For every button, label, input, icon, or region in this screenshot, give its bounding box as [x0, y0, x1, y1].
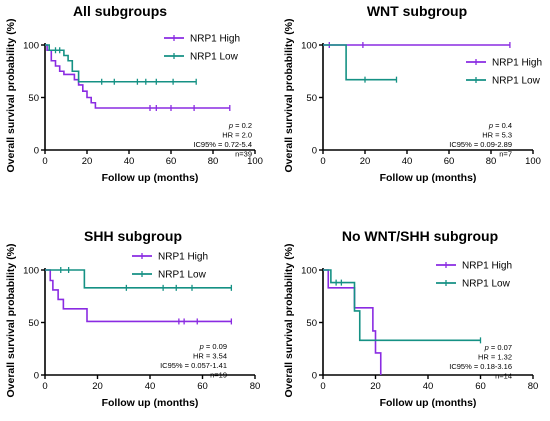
- series-line-nrp1-high: [323, 269, 382, 375]
- y-tick-label: 0: [34, 371, 39, 382]
- y-tick-label: 100: [301, 41, 317, 52]
- x-tick-label: 20: [370, 381, 381, 392]
- stats-line: p = 0.4: [488, 121, 512, 130]
- x-tick-label: 80: [486, 156, 497, 167]
- x-tick-label: 20: [92, 381, 103, 392]
- legend-label: NRP1 Low: [158, 270, 207, 281]
- series-line-nrp1-low: [45, 269, 232, 289]
- y-axis-label: Overall survival probability (%): [5, 243, 17, 397]
- stats-line: n=19: [210, 371, 227, 380]
- legend-label: NRP1 Low: [462, 279, 511, 290]
- x-axis-label: Follow up (months): [380, 172, 477, 184]
- y-tick-label: 50: [28, 318, 39, 329]
- legend-label: NRP1 High: [190, 34, 240, 45]
- x-tick-label: 0: [320, 381, 325, 392]
- x-tick-label: 40: [124, 156, 135, 167]
- y-tick-label: 50: [306, 93, 317, 104]
- x-tick-label: 60: [444, 156, 455, 167]
- chart-panel-2: WNT subgroup 0 50 100 0 20 40 60 80 100 Follow up …: [283, 3, 542, 184]
- chart-panel-3: SHH subgroup 0 50 100 0 20 40 60 80 Follow up (mo…: [5, 228, 260, 409]
- y-axis-label: Overall survival probability (%): [283, 243, 295, 397]
- stats-line: HR = 3.54: [193, 352, 227, 361]
- x-tick-label: 0: [42, 156, 47, 167]
- x-tick-label: 20: [82, 156, 93, 167]
- stats-line: IC95% = 0.72-5.4: [193, 140, 252, 149]
- chart-title: WNT subgroup: [367, 3, 467, 19]
- series-line-nrp1-low: [323, 269, 481, 342]
- series-line-nrp1-low: [45, 44, 197, 83]
- y-tick-label: 50: [28, 93, 39, 104]
- x-axis-label: Follow up (months): [102, 172, 199, 184]
- legend-label: NRP1 High: [492, 58, 542, 69]
- stats-line: IC95% = 0.057-1.41: [160, 361, 227, 370]
- x-tick-label: 80: [250, 381, 261, 392]
- chart-title: No WNT/SHH subgroup: [342, 228, 498, 244]
- x-tick-label: 100: [247, 156, 263, 167]
- x-tick-label: 60: [475, 381, 486, 392]
- x-tick-label: 40: [402, 156, 413, 167]
- chart-title: All subgroups: [73, 3, 167, 19]
- stats-line: n=39: [235, 150, 252, 159]
- stats-line: HR = 2.0: [222, 131, 252, 140]
- stats-line: n=7: [499, 150, 512, 159]
- chart-panel-1: All subgroups 0 50 100 0 20 40 60 80 100 Follow up…: [5, 3, 263, 184]
- y-tick-label: 0: [312, 146, 317, 157]
- x-axis-label: Follow up (months): [102, 397, 199, 409]
- legend-label: NRP1 Low: [492, 76, 541, 87]
- x-tick-label: 80: [528, 381, 539, 392]
- series-line-nrp1-high: [45, 44, 230, 109]
- x-tick-label: 60: [166, 156, 177, 167]
- y-axis-label: Overall survival probability (%): [283, 18, 295, 172]
- stats-line: IC95% = 0.09-2.89: [449, 140, 512, 149]
- y-tick-label: 100: [301, 266, 317, 277]
- x-tick-label: 0: [42, 381, 47, 392]
- y-tick-label: 0: [312, 371, 317, 382]
- y-axis-label: Overall survival probability (%): [5, 18, 17, 172]
- x-tick-label: 100: [525, 156, 541, 167]
- chart-title: SHH subgroup: [84, 228, 182, 244]
- stats-line: HR = 5.3: [482, 131, 512, 140]
- x-tick-label: 0: [320, 156, 325, 167]
- x-tick-label: 60: [197, 381, 208, 392]
- y-tick-label: 100: [23, 41, 39, 52]
- legend-label: NRP1 High: [462, 261, 512, 272]
- stats-line: HR = 1.32: [478, 353, 512, 362]
- chart-panel-4: No WNT/SHH subgroup 0 50 100 0 20 40 60 80 Follow…: [283, 228, 538, 409]
- y-tick-label: 100: [23, 266, 39, 277]
- x-axis-label: Follow up (months): [380, 397, 477, 409]
- legend-label: NRP1 Low: [190, 52, 239, 63]
- series-line-nrp1-low: [323, 44, 397, 81]
- stats-line: p = 0.2: [228, 121, 252, 130]
- legend-label: NRP1 High: [158, 252, 208, 263]
- stats-line: p = 0.07: [484, 343, 512, 352]
- stats-line: p = 0.09: [199, 342, 227, 351]
- y-tick-label: 50: [306, 318, 317, 329]
- x-tick-label: 40: [423, 381, 434, 392]
- y-tick-label: 0: [34, 146, 39, 157]
- stats-line: IC95% = 0.18-3.16: [449, 362, 512, 371]
- x-tick-label: 80: [208, 156, 219, 167]
- stats-line: n=14: [495, 372, 512, 381]
- x-tick-label: 40: [145, 381, 156, 392]
- x-tick-label: 20: [360, 156, 371, 167]
- series-line-nrp1-high: [45, 269, 232, 323]
